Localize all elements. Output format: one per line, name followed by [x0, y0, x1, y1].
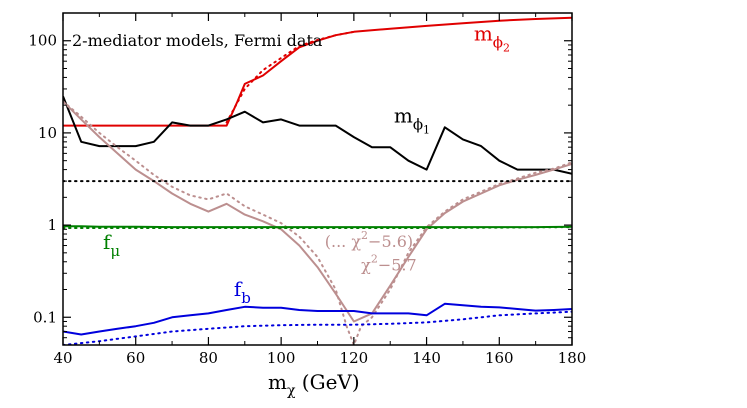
x-tick-label: 100	[267, 349, 296, 367]
series-f-mu-dotted	[63, 226, 572, 229]
x-tick-label: 160	[485, 349, 514, 367]
plot-frame	[62, 12, 573, 346]
frame-layer	[62, 12, 573, 346]
annotation-chi56: (... χ2−5.6)	[325, 229, 413, 251]
x-tick-label: 80	[199, 349, 218, 367]
annotation-mphi1: mϕ1	[394, 103, 430, 136]
series-chi2-5-7	[63, 100, 572, 323]
x-axis-label-unit: (GeV)	[295, 370, 359, 394]
y-tick-label: 100	[28, 32, 57, 50]
y-tick-label: 10	[38, 124, 57, 142]
x-tick-label: 60	[126, 349, 145, 367]
series-m-phi2	[63, 16, 572, 127]
series-f-b-dotted	[63, 310, 572, 345]
series-chi2-5-6	[63, 100, 572, 345]
tick-layer: 40 60 80 100 120 140 160 180 0.1 1 10 100	[28, 12, 587, 367]
series-f-mu	[63, 225, 572, 229]
annotation-mphi2: mϕ2	[474, 22, 510, 55]
x-axis-label-sub: χ	[287, 383, 296, 399]
y-tick-label: 0.1	[33, 308, 57, 326]
x-tick-label: 120	[340, 349, 369, 367]
series-m-phi1	[63, 95, 572, 175]
annotation-fmu: fμ	[103, 230, 120, 260]
x-axis-label: mχ (GeV)	[268, 370, 360, 399]
x-axis-label-main: m	[268, 370, 287, 394]
x-tick-label: 40	[53, 349, 72, 367]
annotation-fb: fb	[234, 277, 251, 307]
y-tick-label: 1	[47, 216, 57, 234]
chart-title: 2-mediator models, Fermi data	[72, 31, 323, 50]
x-tick-label: 180	[558, 349, 587, 367]
series-layer	[63, 16, 572, 345]
annotation-layer: mϕ2 mϕ1 fμ fb (... χ2−5.6)χ2−5.7	[103, 22, 510, 307]
series-m-phi2-dotted	[225, 30, 355, 124]
x-tick-label: 140	[412, 349, 441, 367]
annotation-chi57: χ2−5.7	[361, 253, 417, 275]
series-f-b	[63, 302, 572, 336]
